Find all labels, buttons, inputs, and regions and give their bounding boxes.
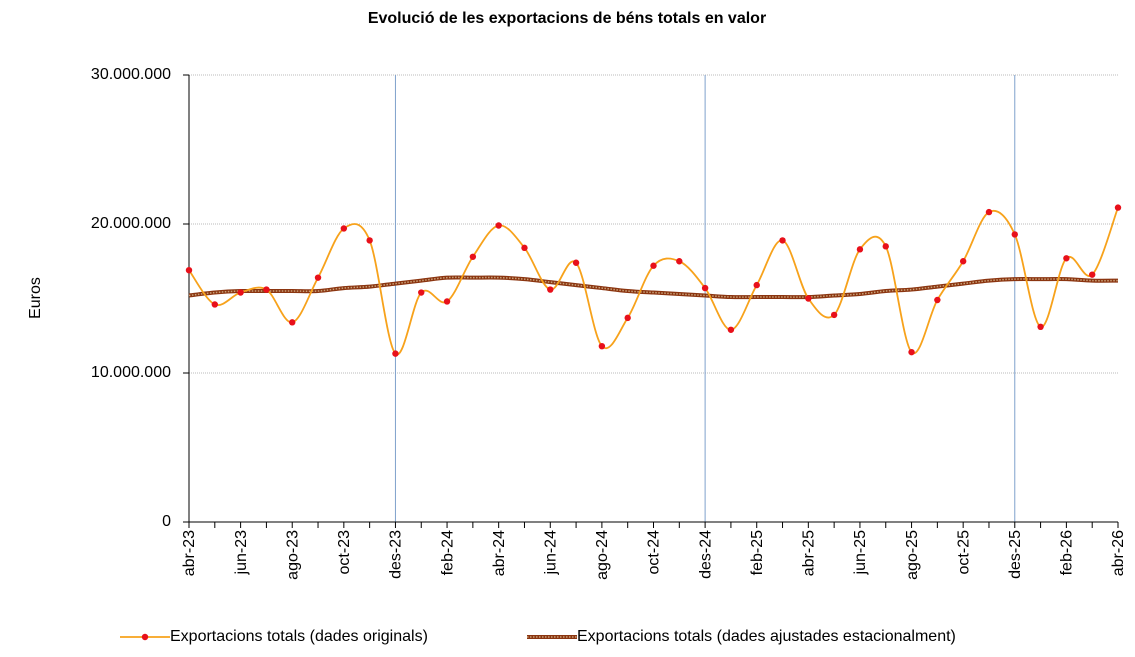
series-line: [188, 207, 1119, 356]
data-point: [805, 295, 812, 302]
data-point: [521, 244, 528, 252]
x-tick-label: abr-25: [801, 530, 818, 576]
data-point: [572, 259, 580, 266]
x-tick-label: ago-23: [284, 530, 301, 580]
x-tick-label: feb-25: [749, 530, 766, 575]
x-tick-label: feb-26: [1059, 530, 1076, 575]
data-point: [418, 289, 425, 296]
data-point: [211, 301, 219, 308]
data-point: [263, 286, 270, 293]
data-point: [676, 258, 683, 265]
data-point: [495, 222, 502, 229]
data-point: [882, 243, 889, 250]
legend-marker: [141, 633, 149, 641]
x-tick-label: abr-23: [181, 530, 198, 576]
x-tick-label: feb-24: [439, 530, 456, 575]
x-tick-label: ago-24: [594, 530, 611, 580]
legend-label: Exportacions totals (dades originals): [170, 628, 428, 645]
x-tick-label: ago-25: [904, 530, 921, 580]
y-tick-label: 30.000.000: [91, 66, 171, 83]
data-point: [624, 314, 631, 322]
x-tick-label: oct-23: [336, 530, 353, 575]
data-point: [1114, 204, 1122, 211]
x-tick-label: des-24: [697, 530, 714, 579]
data-point: [598, 342, 606, 350]
data-point: [185, 266, 193, 274]
data-point: [959, 258, 967, 265]
data-point: [547, 286, 554, 293]
data-point: [908, 348, 915, 356]
data-point: [366, 237, 373, 244]
data-point: [1063, 255, 1070, 262]
data-point: [314, 274, 322, 281]
x-tick-label: abr-26: [1110, 530, 1127, 576]
data-point: [289, 319, 296, 326]
data-point: [1088, 271, 1096, 278]
y-axis-label: Euros: [27, 277, 44, 319]
chart-title: Evolució de les exportacions de béns tot…: [368, 10, 766, 27]
x-tick-label: des-25: [1007, 530, 1024, 579]
x-tick-label: jun-23: [233, 530, 250, 576]
legend-label: Exportacions totals (dades ajustades est…: [577, 628, 956, 645]
x-tick-label: abr-24: [491, 530, 508, 576]
data-point: [856, 246, 864, 253]
y-tick-label: 10.000.000: [91, 364, 171, 381]
data-point: [1037, 323, 1044, 331]
data-point: [392, 350, 399, 357]
x-tick-label: oct-25: [955, 530, 972, 575]
data-point: [753, 281, 760, 289]
x-tick-label: jun-25: [852, 530, 869, 576]
y-tick-label: 0: [162, 513, 171, 530]
data-point: [1011, 231, 1018, 238]
data-point: [779, 237, 786, 244]
data-point: [727, 326, 735, 333]
series-line: [188, 275, 1119, 300]
data-point: [469, 253, 477, 260]
data-point: [701, 284, 709, 292]
data-point: [830, 311, 838, 319]
x-tick-label: oct-24: [646, 530, 663, 575]
data-point: [650, 262, 657, 269]
data-point: [340, 225, 348, 232]
data-point: [934, 296, 941, 304]
x-tick-label: des-23: [388, 530, 405, 579]
series-line-dots: [188, 276, 1119, 298]
data-point: [237, 289, 244, 296]
data-point: [985, 208, 993, 216]
y-tick-label: 20.000.000: [91, 215, 171, 232]
x-tick-label: jun-24: [542, 530, 559, 576]
data-point: [443, 298, 451, 305]
